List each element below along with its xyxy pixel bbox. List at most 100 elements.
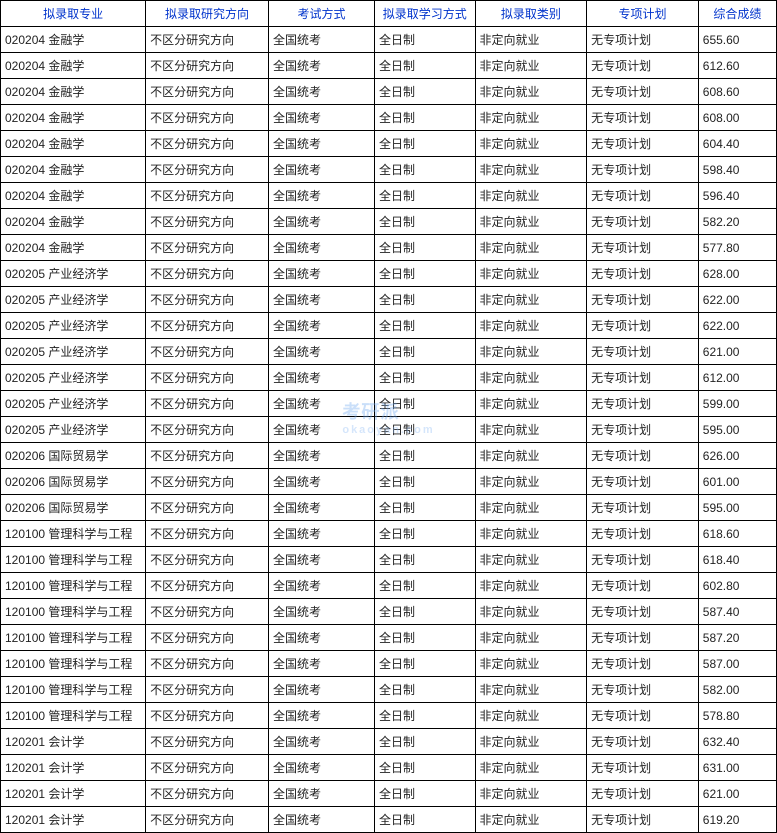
table-cell: 不区分研究方向 (146, 677, 269, 703)
table-cell: 不区分研究方向 (146, 625, 269, 651)
table-cell: 全国统考 (268, 27, 374, 53)
table-cell: 020204 金融学 (1, 209, 146, 235)
table-cell: 非定向就业 (475, 313, 587, 339)
table-cell: 020204 金融学 (1, 53, 146, 79)
table-cell: 全国统考 (268, 521, 374, 547)
table-row: 120100 管理科学与工程不区分研究方向全国统考全日制非定向就业无专项计划57… (1, 703, 777, 729)
table-cell: 632.40 (698, 729, 776, 755)
table-cell: 全日制 (375, 443, 475, 469)
table-cell: 无专项计划 (587, 261, 699, 287)
table-cell: 全国统考 (268, 755, 374, 781)
table-cell: 不区分研究方向 (146, 703, 269, 729)
table-row: 020205 产业经济学不区分研究方向全国统考全日制非定向就业无专项计划628.… (1, 261, 777, 287)
table-cell: 全日制 (375, 651, 475, 677)
table-cell: 不区分研究方向 (146, 729, 269, 755)
table-body: 020204 金融学不区分研究方向全国统考全日制非定向就业无专项计划655.60… (1, 27, 777, 833)
table-cell: 不区分研究方向 (146, 651, 269, 677)
table-cell: 全国统考 (268, 547, 374, 573)
table-cell: 全国统考 (268, 495, 374, 521)
table-cell: 无专项计划 (587, 807, 699, 833)
table-row: 020206 国际贸易学不区分研究方向全国统考全日制非定向就业无专项计划601.… (1, 469, 777, 495)
table-cell: 全国统考 (268, 443, 374, 469)
table-cell: 020204 金融学 (1, 79, 146, 105)
table-cell: 全国统考 (268, 677, 374, 703)
table-cell: 全日制 (375, 157, 475, 183)
table-cell: 非定向就业 (475, 209, 587, 235)
table-cell: 非定向就业 (475, 287, 587, 313)
table-cell: 全日制 (375, 547, 475, 573)
table-cell: 非定向就业 (475, 27, 587, 53)
table-row: 020204 金融学不区分研究方向全国统考全日制非定向就业无专项计划608.60 (1, 79, 777, 105)
table-cell: 020204 金融学 (1, 157, 146, 183)
table-cell: 无专项计划 (587, 287, 699, 313)
table-cell: 非定向就业 (475, 157, 587, 183)
table-cell: 不区分研究方向 (146, 781, 269, 807)
table-cell: 全日制 (375, 417, 475, 443)
table-cell: 无专项计划 (587, 755, 699, 781)
table-cell: 无专项计划 (587, 53, 699, 79)
table-cell: 非定向就业 (475, 729, 587, 755)
table-cell: 非定向就业 (475, 547, 587, 573)
table-cell: 不区分研究方向 (146, 599, 269, 625)
admission-table-container: 拟录取专业拟录取研究方向考试方式拟录取学习方式拟录取类别专项计划综合成绩 020… (0, 0, 777, 833)
table-header-cell: 拟录取研究方向 (146, 1, 269, 27)
table-cell: 120201 会计学 (1, 781, 146, 807)
table-cell: 不区分研究方向 (146, 131, 269, 157)
table-cell: 全国统考 (268, 599, 374, 625)
table-cell: 587.40 (698, 599, 776, 625)
table-cell: 631.00 (698, 755, 776, 781)
table-cell: 不区分研究方向 (146, 209, 269, 235)
admission-table: 拟录取专业拟录取研究方向考试方式拟录取学习方式拟录取类别专项计划综合成绩 020… (0, 0, 777, 833)
table-cell: 非定向就业 (475, 755, 587, 781)
table-cell: 不区分研究方向 (146, 755, 269, 781)
table-cell: 不区分研究方向 (146, 235, 269, 261)
table-cell: 120201 会计学 (1, 755, 146, 781)
table-cell: 全日制 (375, 339, 475, 365)
table-cell: 全国统考 (268, 807, 374, 833)
table-row: 020205 产业经济学不区分研究方向全国统考全日制非定向就业无专项计划595.… (1, 417, 777, 443)
table-cell: 全日制 (375, 53, 475, 79)
table-cell: 不区分研究方向 (146, 417, 269, 443)
table-cell: 601.00 (698, 469, 776, 495)
table-cell: 全日制 (375, 235, 475, 261)
table-cell: 全日制 (375, 625, 475, 651)
table-cell: 无专项计划 (587, 235, 699, 261)
table-cell: 120100 管理科学与工程 (1, 651, 146, 677)
table-cell: 非定向就业 (475, 417, 587, 443)
table-cell: 不区分研究方向 (146, 157, 269, 183)
table-cell: 无专项计划 (587, 703, 699, 729)
table-cell: 020205 产业经济学 (1, 261, 146, 287)
table-cell: 非定向就业 (475, 53, 587, 79)
table-cell: 无专项计划 (587, 599, 699, 625)
table-cell: 无专项计划 (587, 547, 699, 573)
table-cell: 596.40 (698, 183, 776, 209)
table-header-row: 拟录取专业拟录取研究方向考试方式拟录取学习方式拟录取类别专项计划综合成绩 (1, 1, 777, 27)
table-cell: 非定向就业 (475, 443, 587, 469)
table-cell: 全国统考 (268, 313, 374, 339)
table-cell: 无专项计划 (587, 339, 699, 365)
table-row: 120100 管理科学与工程不区分研究方向全国统考全日制非定向就业无专项计划61… (1, 547, 777, 573)
table-cell: 非定向就业 (475, 261, 587, 287)
table-row: 120201 会计学不区分研究方向全国统考全日制非定向就业无专项计划632.40 (1, 729, 777, 755)
table-cell: 全国统考 (268, 339, 374, 365)
table-cell: 非定向就业 (475, 625, 587, 651)
table-cell: 120100 管理科学与工程 (1, 547, 146, 573)
table-row: 120100 管理科学与工程不区分研究方向全国统考全日制非定向就业无专项计划61… (1, 521, 777, 547)
table-cell: 无专项计划 (587, 651, 699, 677)
table-cell: 120100 管理科学与工程 (1, 677, 146, 703)
table-cell: 020206 国际贸易学 (1, 469, 146, 495)
table-cell: 无专项计划 (587, 495, 699, 521)
table-cell: 全日制 (375, 209, 475, 235)
table-cell: 全日制 (375, 755, 475, 781)
table-cell: 全国统考 (268, 573, 374, 599)
table-cell: 020205 产业经济学 (1, 287, 146, 313)
table-cell: 全日制 (375, 807, 475, 833)
table-cell: 全国统考 (268, 261, 374, 287)
table-cell: 全日制 (375, 469, 475, 495)
table-cell: 全国统考 (268, 781, 374, 807)
table-cell: 020204 金融学 (1, 235, 146, 261)
table-cell: 621.00 (698, 339, 776, 365)
table-row: 120100 管理科学与工程不区分研究方向全国统考全日制非定向就业无专项计划58… (1, 625, 777, 651)
table-cell: 578.80 (698, 703, 776, 729)
table-row: 020204 金融学不区分研究方向全国统考全日制非定向就业无专项计划577.80 (1, 235, 777, 261)
